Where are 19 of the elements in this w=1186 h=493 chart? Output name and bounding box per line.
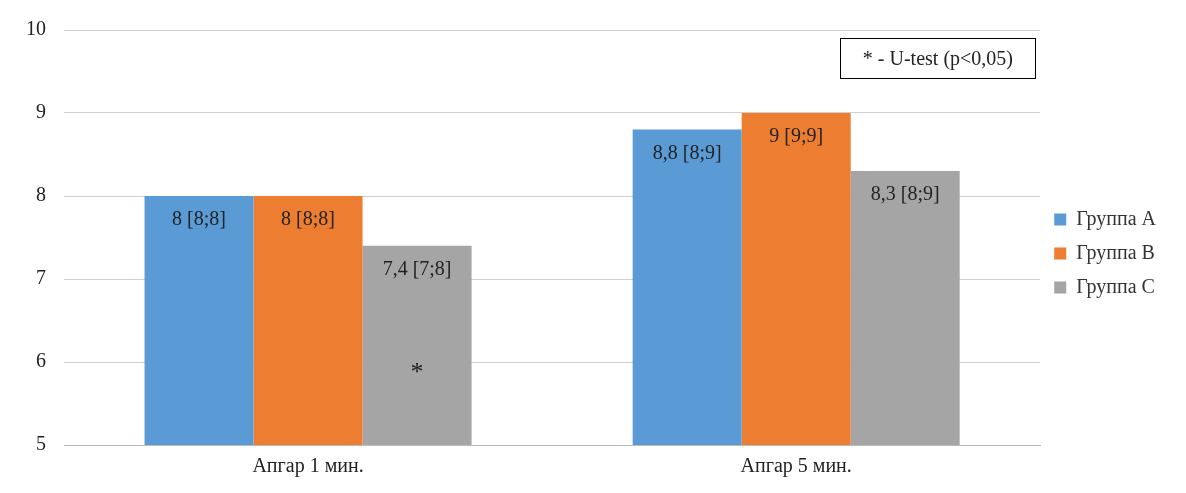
data-label: 8,8 [8;9] — [652, 140, 722, 163]
data-label: 8 [8;8] — [281, 207, 335, 230]
annotation: * - U-test (p<0,05) — [839, 38, 1036, 79]
y-tick-label: 10 — [26, 17, 46, 40]
x-tick-label: Апгар 5 мин. — [740, 454, 852, 478]
y-tick-label: 8 — [36, 183, 46, 206]
y-tick-label: 7 — [36, 266, 46, 289]
data-label: 7,4 [7;8] — [382, 257, 452, 280]
x-tick-label: Апгар 1 мин. — [252, 454, 364, 478]
y-tick-label: 5 — [36, 432, 46, 455]
data-label: 8 [8;8] — [172, 207, 226, 230]
data-label: 9 [9;9] — [769, 124, 824, 147]
data-label: 8,3 [8;9] — [870, 182, 940, 205]
legend-label: Группа B — [1076, 240, 1155, 264]
annotation: * — [410, 357, 424, 387]
y-tick-label: 6 — [36, 349, 46, 372]
y-tick-label: 9 — [36, 100, 46, 123]
legend-label: Группа C — [1076, 274, 1155, 298]
legend-label: Группа A — [1076, 206, 1157, 230]
